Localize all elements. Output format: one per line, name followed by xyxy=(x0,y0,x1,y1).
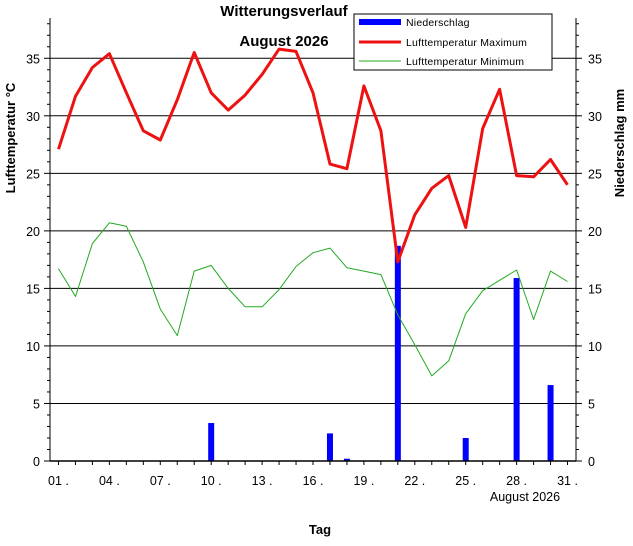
y-tick-left-25: 25 xyxy=(26,167,40,181)
x-tick-label-19: 19 . xyxy=(353,474,374,488)
x-axis-label: Tag xyxy=(309,522,331,537)
x-tick-label-22: 22 . xyxy=(404,474,425,488)
x-tick-label-13: 13 . xyxy=(252,474,273,488)
y-tick-left-0: 0 xyxy=(33,455,40,469)
x-tick-label-31: 31 . xyxy=(557,474,578,488)
bar-niederschlag-day-25 xyxy=(462,437,469,461)
precipitation-bars xyxy=(208,245,554,461)
x-tick-label-16: 16 . xyxy=(303,474,324,488)
y-tick-left-30: 30 xyxy=(26,110,40,124)
y-tick-right-10: 10 xyxy=(588,340,602,354)
bar-niederschlag-day-30 xyxy=(547,385,554,461)
bar-niederschlag-day-18 xyxy=(343,458,350,461)
y-tick-left-20: 20 xyxy=(26,225,40,239)
y-tick-right-15: 15 xyxy=(588,282,602,296)
legend-swatch-niederschlag xyxy=(359,19,401,25)
x-tick-label-10: 10 . xyxy=(201,474,222,488)
x-tick-label-7: 07 . xyxy=(150,474,171,488)
tick-labels: 0 0 5 5 10 10 15 15 20 20 25 25 30 30 35 35 01 . 04 . 07 .… xyxy=(26,52,602,488)
legend-label-niederschlag: Niederschlag xyxy=(406,17,470,29)
y-tick-left-5: 5 xyxy=(33,397,40,411)
bar-niederschlag-day-10 xyxy=(208,423,215,461)
x-tick-label-4: 04 . xyxy=(99,474,120,488)
x-axis-date-label: August 2026 xyxy=(490,490,560,504)
legend-label-maximum: Lufttemperatur Maximum xyxy=(406,37,527,49)
bar-niederschlag-day-28 xyxy=(513,278,520,461)
y-tick-right-35: 35 xyxy=(588,52,602,66)
temperature-lines xyxy=(57,47,569,377)
x-tick-label-25: 25 . xyxy=(455,474,476,488)
bar-niederschlag-day-21 xyxy=(394,245,401,461)
y-tick-right-20: 20 xyxy=(588,225,602,239)
legend-label-minimum: Lufttemperatur Minimum xyxy=(406,56,524,68)
chart-title: Witterungsverlauf xyxy=(220,3,348,20)
y-tick-left-35: 35 xyxy=(26,52,40,66)
axes xyxy=(44,18,582,465)
y-tick-right-0: 0 xyxy=(588,455,595,469)
y-tick-left-15: 15 xyxy=(26,282,40,296)
x-tick-label-28: 28 . xyxy=(506,474,527,488)
y-axis-left-label: Lufttemperatur °C xyxy=(3,82,18,193)
chart-subtitle: August 2026 xyxy=(239,33,328,50)
y-tick-left-10: 10 xyxy=(26,340,40,354)
bar-niederschlag-day-17 xyxy=(326,433,333,461)
line-temperature-maximum xyxy=(57,47,569,264)
x-tick-label-1: 01 . xyxy=(48,474,69,488)
y-tick-right-5: 5 xyxy=(588,397,595,411)
line-temperature-minimum xyxy=(58,222,568,377)
y-axis-right-label: Niederschlag mm xyxy=(612,89,627,197)
y-tick-right-30: 30 xyxy=(588,110,602,124)
y-tick-right-25: 25 xyxy=(588,167,602,181)
legend: Niederschlag Lufttemperatur Maximum Luft… xyxy=(353,13,553,71)
